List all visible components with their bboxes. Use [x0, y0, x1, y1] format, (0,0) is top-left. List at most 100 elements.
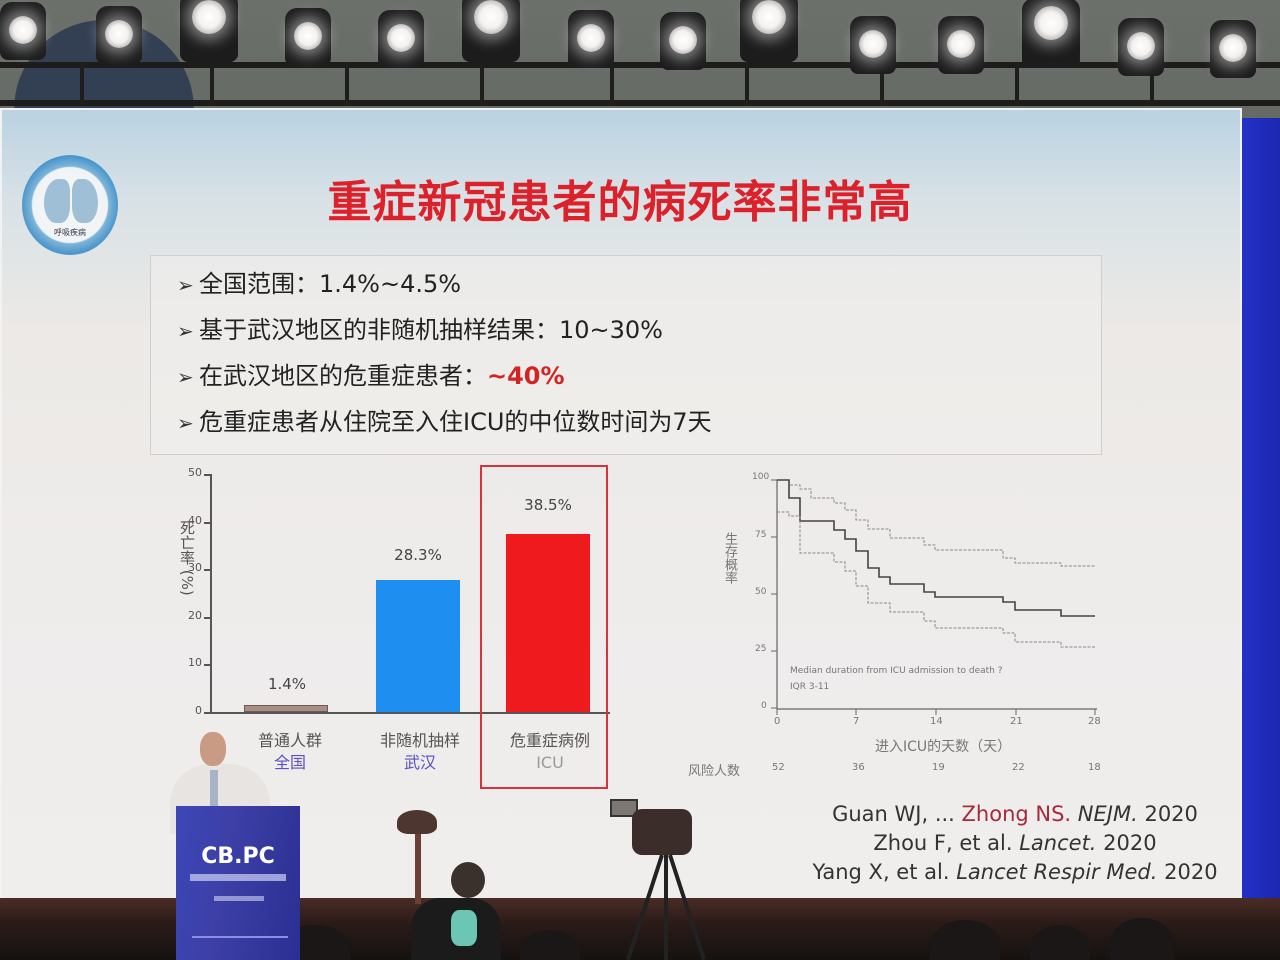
- x-axis: [210, 712, 610, 714]
- y-tick-label: 20: [188, 609, 202, 622]
- reference-line: Yang X, et al. Lancet Respir Med. 2020: [810, 858, 1220, 887]
- truss-strut: [210, 62, 214, 106]
- gimbal-camera-icon: [397, 810, 437, 834]
- km-y-tick-label: 75: [755, 530, 767, 540]
- bullet-text: 危重症患者从住院至入住ICU的中位数时间为7天: [199, 408, 712, 436]
- x-category-label: 普通人群 全国: [220, 730, 360, 774]
- videographer: [395, 810, 505, 960]
- km-inset-text: Median duration from ICU admission to de…: [790, 666, 1003, 676]
- audience-head: [1030, 925, 1090, 960]
- y-tick: [204, 617, 210, 619]
- truss-strut: [1015, 62, 1019, 106]
- arrow-bullet-icon: ➢: [177, 411, 194, 435]
- truss-strut: [610, 62, 614, 106]
- km-x-axis-title: 进入ICU的天数（天）: [875, 739, 1012, 755]
- y-tick: [204, 569, 210, 571]
- stage-light-icon: [1210, 20, 1256, 78]
- risk-table-value: 52: [772, 762, 785, 773]
- truss-beam: [0, 100, 1280, 106]
- y-tick: [204, 474, 210, 476]
- lung-right-icon: [72, 179, 98, 223]
- bar-value-label: 1.4%: [267, 675, 307, 693]
- category-name: 非随机抽样: [379, 731, 460, 750]
- x-category-label: 非随机抽样 武汉: [350, 730, 490, 774]
- km-y-tick-label: 100: [752, 472, 770, 482]
- bullet-list: ➢ 全国范围：1.4%~4.5% ➢ 基于武汉地区的非随机抽样结果：10~30% ➢…: [150, 255, 1102, 455]
- truss-strut: [880, 62, 884, 106]
- reference-line: Zhou F, et al. Lancet. 2020: [810, 829, 1220, 858]
- bar-value-label: 38.5%: [524, 496, 572, 514]
- bullet-text: 基于武汉地区的非随机抽样结果：10~30%: [199, 316, 663, 344]
- km-x-tick-label: 14: [930, 716, 943, 727]
- km-x-tick-label: 7: [853, 716, 860, 727]
- bar-icu-critical: [506, 534, 590, 712]
- category-sublabel: ICU: [536, 753, 564, 772]
- stage-light-icon: [938, 16, 984, 74]
- stage-light-icon: [96, 6, 142, 64]
- risk-table-label: 风险人数: [688, 764, 741, 779]
- category-name: 危重症病例: [509, 731, 590, 750]
- y-tick: [204, 522, 210, 524]
- category-sublabel: 全国: [273, 753, 306, 772]
- bullet-text: 在武汉地区的危重症患者：: [199, 362, 487, 390]
- truss-beam: [0, 62, 1280, 68]
- km-x-tick-label: 21: [1010, 716, 1023, 727]
- stage-light-icon: [850, 16, 896, 74]
- truss-strut: [1150, 62, 1154, 106]
- truss-strut: [80, 62, 84, 106]
- stage-light-icon: [378, 10, 424, 68]
- km-y-tick-label: 25: [755, 644, 767, 654]
- ref-year: 2020: [1144, 802, 1198, 826]
- bullet-item: ➢ 在武汉地区的危重症患者：~40%: [177, 356, 565, 391]
- led-side-panel: [1242, 118, 1280, 898]
- lighting-truss: [0, 62, 1280, 106]
- slide-title: 重症新冠患者的病死率非常高: [327, 177, 913, 228]
- podium-subtitle-bar: [214, 896, 264, 901]
- ref-journal: Lancet Respir Med.: [956, 860, 1158, 884]
- bullet-item: ➢ 全国范围：1.4%~4.5%: [177, 264, 461, 299]
- bullet-item: ➢ 基于武汉地区的非随机抽样结果：10~30%: [177, 310, 663, 345]
- stage-light-icon: [1118, 18, 1164, 76]
- bar-general-population: [244, 705, 328, 712]
- ref-authors: Zhou F, et al.: [873, 831, 1020, 855]
- km-inset-text: IQR 3-11: [790, 682, 830, 692]
- icu-highlight-box: [480, 465, 608, 789]
- risk-table-value: 22: [1012, 762, 1025, 773]
- y-tick-label: 40: [188, 514, 202, 527]
- bar-wuhan-nonrandom: [376, 580, 460, 712]
- logo-text: 呼吸疾病: [54, 228, 86, 237]
- stage-light-icon: [1022, 0, 1080, 68]
- stage-light-icon: [462, 0, 520, 62]
- km-plot-svg: [771, 479, 1097, 715]
- category-sublabel: 武汉: [403, 753, 436, 772]
- x-category-label: 危重症病例 ICU: [480, 730, 620, 774]
- risk-table-value: 18: [1088, 762, 1101, 773]
- ref-journal: NEJM.: [1077, 802, 1138, 826]
- stage-light-icon: [740, 0, 798, 62]
- lung-left-icon: [44, 179, 70, 223]
- y-axis-title: 死亡率 (%): [178, 520, 196, 596]
- reference-line: Guan WJ, ... Zhong NS. NEJM. 2020: [810, 800, 1220, 829]
- ref-journal: Lancet.: [1019, 831, 1097, 855]
- stage-light-icon: [660, 12, 706, 70]
- km-survival-chart: 100 75 50 25 0 0 7 14 21 28 生存概率 进入ICU的天…: [680, 460, 1120, 790]
- bullet-text: 全国范围：1.4%~4.5%: [199, 270, 462, 298]
- camera-monitor-icon: [610, 799, 638, 817]
- stage-light-icon: [0, 2, 46, 60]
- risk-table-value: 19: [932, 762, 945, 773]
- bar-value-label: 28.3%: [394, 546, 442, 564]
- references: Guan WJ, ... Zhong NS. NEJM. 2020 Zhou F…: [810, 800, 1220, 887]
- stage-light-icon: [568, 10, 614, 68]
- podium: CB.PC: [176, 806, 300, 960]
- km-x-tick-label: 28: [1088, 716, 1101, 727]
- bullet-item: ➢ 危重症患者从住院至入住ICU的中位数时间为7天: [177, 402, 712, 437]
- bullet-highlight: ~40%: [487, 362, 565, 390]
- arrow-bullet-icon: ➢: [177, 319, 194, 343]
- ref-authors-highlight: Zhong NS.: [961, 802, 1072, 826]
- km-y-tick-label: 0: [761, 701, 767, 711]
- truss-strut: [745, 62, 749, 106]
- y-tick: [204, 664, 210, 666]
- y-axis: [210, 474, 212, 712]
- arrow-bullet-icon: ➢: [177, 365, 194, 389]
